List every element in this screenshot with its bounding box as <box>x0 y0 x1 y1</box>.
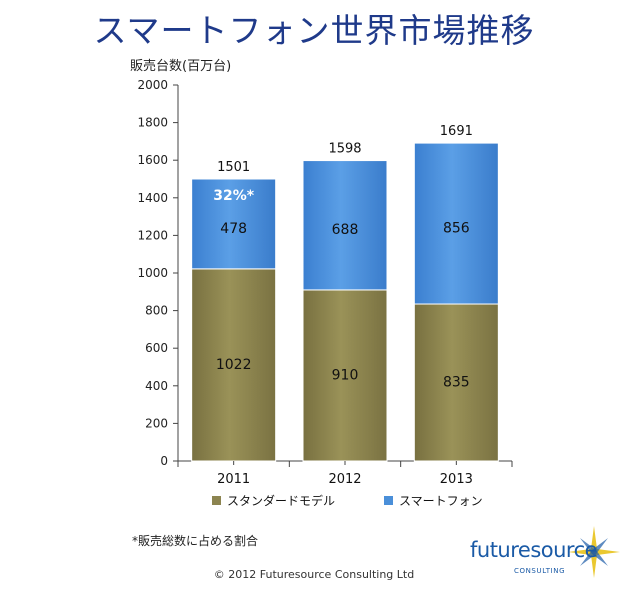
chart-title: スマートフォン世界市場推移 <box>93 11 535 50</box>
legend-swatch-smartphone <box>384 496 393 505</box>
bar-segment-standard <box>302 289 388 462</box>
x-tick-label: 2012 <box>328 472 361 487</box>
y-tick-label: 800 <box>145 304 168 318</box>
y-tick-label: 2000 <box>137 78 168 92</box>
y-tick-label: 400 <box>145 379 168 393</box>
legend-label-smartphone: スマートフォン <box>399 494 483 508</box>
y-tick-label: 1000 <box>137 266 168 280</box>
data-label: 1022 <box>216 357 252 373</box>
total-label: 1691 <box>440 124 473 139</box>
share-annotation: 32%* <box>213 188 255 204</box>
legend-swatch-standard <box>212 496 221 505</box>
legend-label-standard: スタンダードモデル <box>227 493 335 508</box>
stacked-bar-chart: 販売台数(百万台) 0 200 400 600 800 1000 1200 1400 1600 18… <box>130 58 513 508</box>
bar-segment-standard <box>413 303 499 462</box>
y-tick-label: 600 <box>145 341 168 355</box>
y-tick-label: 1800 <box>137 116 168 130</box>
bar-segment-standard <box>191 268 277 462</box>
y-tick-label: 1200 <box>137 228 168 242</box>
bar-segment-smartphone <box>191 178 277 270</box>
logo-text: futuresource <box>470 538 598 562</box>
y-tick-label: 1400 <box>137 191 168 205</box>
data-label: 688 <box>332 222 359 238</box>
bar-segment-smartphone <box>302 160 388 291</box>
data-label: 910 <box>332 367 359 383</box>
logo-subtext: CONSULTING <box>514 567 566 575</box>
y-tick-label: 1600 <box>137 153 168 167</box>
x-tick-label: 2013 <box>440 472 473 487</box>
data-label: 835 <box>443 375 470 391</box>
footnote: *販売総数に占める割合 <box>132 534 259 548</box>
data-label: 478 <box>220 221 247 237</box>
bar-segment-smartphone <box>413 142 499 305</box>
futuresource-logo: futuresource CONSULTING <box>470 526 620 586</box>
y-tick-label: 0 <box>160 454 168 468</box>
data-label: 856 <box>443 221 470 237</box>
y-axis-label: 販売台数(百万台) <box>130 58 231 74</box>
logo-star-icon <box>568 526 620 578</box>
total-label: 1501 <box>217 160 250 175</box>
total-label: 1598 <box>328 142 361 157</box>
y-tick-label: 200 <box>145 416 168 430</box>
x-tick-label: 2011 <box>217 472 250 487</box>
copyright-notice: © 2012 Futuresource Consulting Ltd <box>213 568 415 581</box>
